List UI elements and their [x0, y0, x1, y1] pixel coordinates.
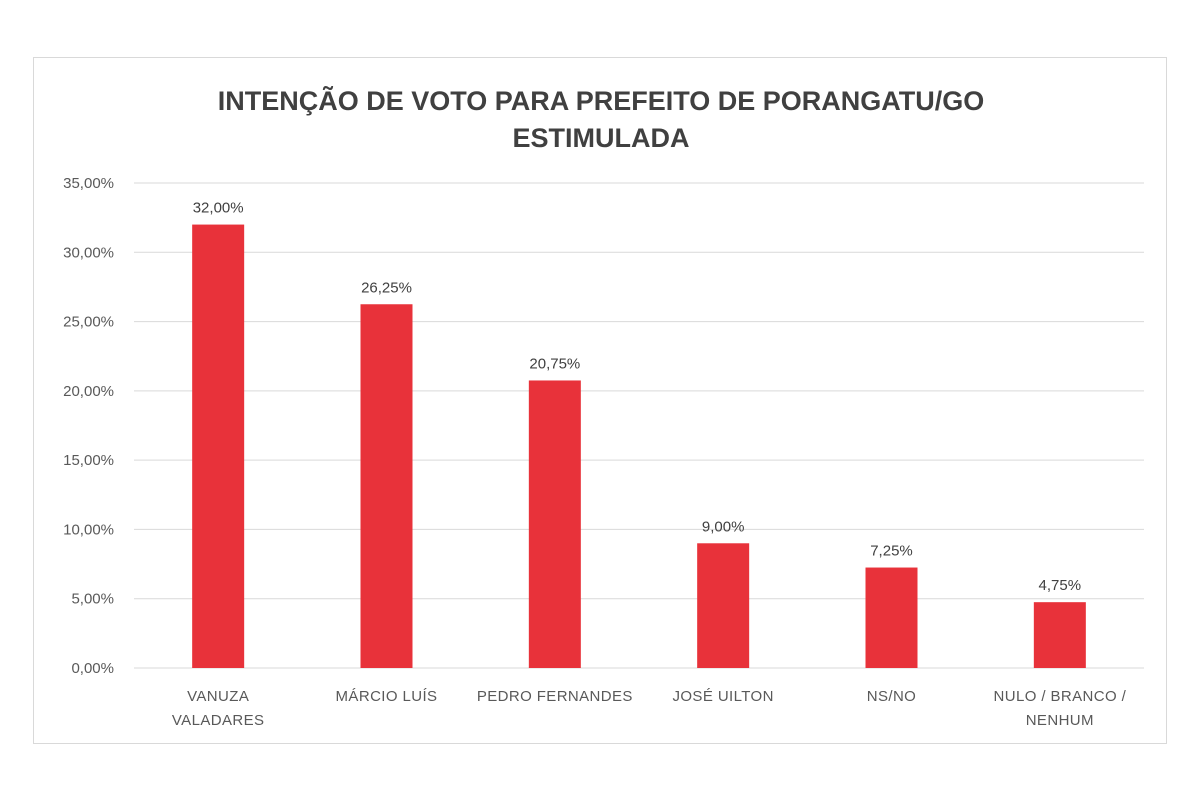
y-tick-label: 25,00%: [63, 314, 114, 331]
category-label: JOSÉ UILTON: [672, 688, 773, 705]
data-label: 20,75%: [529, 355, 580, 372]
bar: [697, 543, 750, 668]
bar: [1033, 602, 1086, 668]
y-tick-label: 15,00%: [63, 452, 114, 469]
y-tick-label: 20,00%: [63, 383, 114, 400]
y-tick-label: 0,00%: [71, 660, 114, 677]
data-label: 26,25%: [361, 279, 412, 296]
chart-title-line-1: INTENÇÃO DE VOTO PARA PREFEITO DE PORANG…: [218, 85, 985, 116]
y-tick-label: 35,00%: [63, 175, 114, 192]
bar: [528, 380, 581, 668]
category-label: NULO / BRANCO /: [993, 688, 1126, 705]
category-label: VALADARES: [172, 712, 265, 729]
y-tick-label: 5,00%: [71, 591, 114, 608]
category-label: VANUZA: [187, 688, 249, 705]
y-tick-label: 10,00%: [63, 521, 114, 538]
chart-frame: INTENÇÃO DE VOTO PARA PREFEITO DE PORANG…: [33, 57, 1167, 744]
data-label: 32,00%: [193, 200, 244, 217]
bar: [192, 224, 245, 669]
category-label: PEDRO FERNANDES: [477, 688, 633, 705]
category-label: NENHUM: [1026, 712, 1094, 729]
category-label: NS/NO: [867, 688, 917, 705]
y-tick-label: 30,00%: [63, 244, 114, 261]
category-label: MÁRCIO LUÍS: [336, 688, 438, 705]
bar: [865, 567, 918, 668]
data-label: 7,25%: [870, 543, 913, 560]
bar: [360, 304, 413, 668]
bar-chart: INTENÇÃO DE VOTO PARA PREFEITO DE PORANG…: [63, 85, 1144, 729]
data-label: 9,00%: [702, 518, 745, 535]
data-label: 4,75%: [1039, 577, 1082, 594]
chart-title-line-2: ESTIMULADA: [513, 123, 690, 153]
